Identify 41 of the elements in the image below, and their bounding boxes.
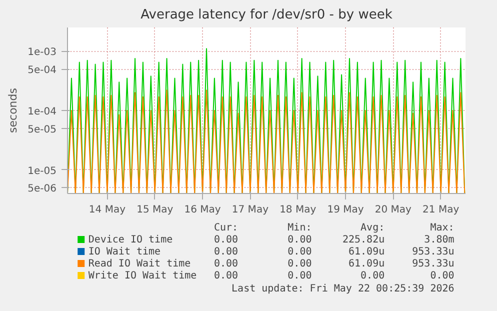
y-axis-title: seconds: [6, 88, 20, 133]
x-tick-label: 20 May: [374, 204, 412, 216]
text: 61.09u: [348, 258, 385, 270]
text: Cur:: [214, 222, 238, 234]
text: 225.82u: [342, 234, 385, 246]
text: 0.00: [430, 270, 454, 282]
text: 0.00: [288, 246, 312, 258]
text: 0.00: [214, 270, 238, 282]
text: Min:: [288, 222, 312, 234]
x-tick-label: 16 May: [184, 204, 221, 216]
y-tick-label: 1e-05: [28, 166, 57, 177]
legend-label: Write IO Wait time: [88, 270, 197, 282]
legend-label: IO Wait time: [88, 246, 161, 258]
text: Last update: Fri May 22 00:25:39 2026: [232, 284, 454, 294]
text: Max:: [430, 222, 454, 234]
text: 0.00: [360, 270, 385, 282]
text: 0.00: [288, 258, 312, 270]
text: 0.00: [214, 258, 238, 270]
text: 0.00: [214, 234, 238, 246]
y-tick-label: 5e-06: [28, 184, 57, 195]
y-tick-label: 5e-05: [28, 124, 57, 136]
text: Avg:: [360, 222, 385, 234]
chart-title: Average latency for /dev/sr0 - by week: [140, 8, 393, 22]
text: 61.09u: [348, 246, 385, 258]
legend-label: Device IO time: [88, 234, 173, 246]
x-tick-label: 15 May: [136, 204, 174, 216]
y-tick-label: 1e-04: [28, 106, 57, 118]
x-tick-label: 19 May: [327, 204, 364, 216]
text: 953.33u: [412, 258, 454, 270]
x-tick-label: 21 May: [422, 204, 460, 216]
y-tick-label: 1e-03: [28, 47, 57, 58]
text: 3.80m: [424, 234, 454, 246]
x-tick-label: 14 May: [88, 204, 126, 216]
x-tick-label: 17 May: [232, 204, 269, 216]
text: 0.00: [214, 246, 238, 258]
y-tick-label: 5e-04: [28, 65, 57, 76]
x-tick-label: 18 May: [280, 204, 316, 216]
text: 953.33u: [412, 246, 454, 258]
text: 0.00: [288, 234, 312, 246]
text: 0.00: [288, 270, 312, 282]
legend-label: Read IO Wait time: [88, 258, 191, 270]
